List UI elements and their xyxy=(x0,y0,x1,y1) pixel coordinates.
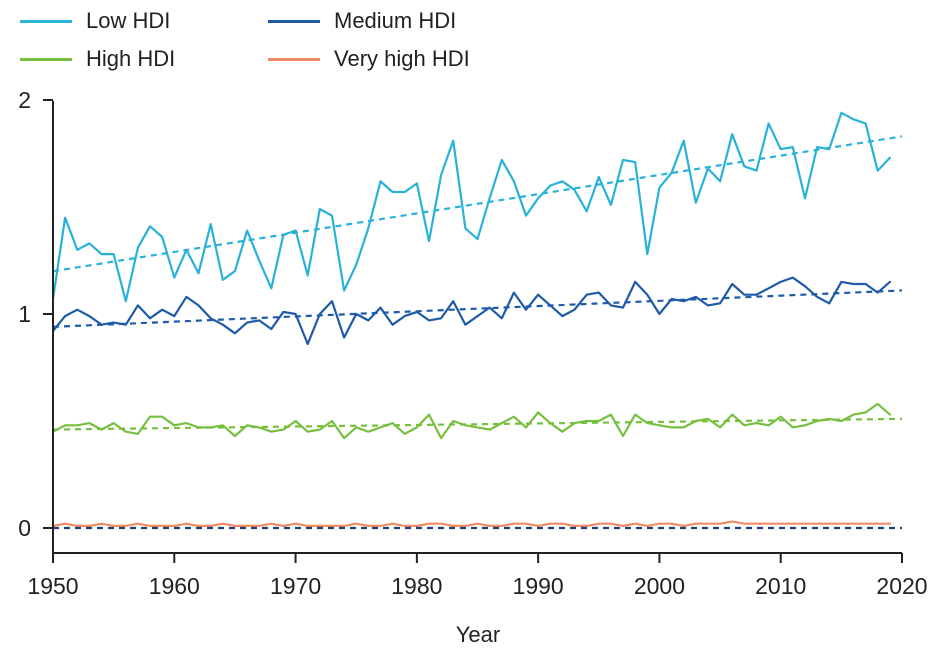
x-tick-label-2020: 2020 xyxy=(876,573,927,599)
series-line-medium-hdi xyxy=(51,276,892,346)
trend-line-low-hdi xyxy=(52,135,903,273)
plot-area xyxy=(51,111,903,530)
series-line-high-hdi xyxy=(51,402,892,440)
legend-swatch-very-high-hdi xyxy=(268,57,320,61)
legend-item-high-hdi: High HDI xyxy=(20,46,175,72)
x-tick-label-1960: 1960 xyxy=(149,573,200,599)
x-tick-label-1980: 1980 xyxy=(391,573,442,599)
legend-swatch-medium-hdi xyxy=(268,19,320,23)
series-line-very-high-hdi xyxy=(51,520,892,528)
legend-item-medium-hdi: Medium HDI xyxy=(268,8,456,34)
trend-line-high-hdi xyxy=(52,417,903,431)
trend-line-medium-hdi xyxy=(52,289,903,328)
y-tick-label-0: 0 xyxy=(18,515,31,541)
y-tick-label-2: 2 xyxy=(18,87,31,113)
legend-label-low-hdi: Low HDI xyxy=(86,8,171,33)
legend-label-high-hdi: High HDI xyxy=(86,46,176,71)
axes: 0 1 2 1950 1960 1970 1980 1990 2000 2010 2020 xyxy=(18,87,927,599)
x-tick-label-2010: 2010 xyxy=(755,573,806,599)
legend-swatch-low-hdi xyxy=(20,19,72,23)
legend-item-very-high-hdi: Very high HDI xyxy=(268,46,470,72)
x-tick-label-1970: 1970 xyxy=(270,573,321,599)
x-tick-label-2000: 2000 xyxy=(634,573,685,599)
legend: Low HDI Medium HDI High HDI Very high HD… xyxy=(0,0,938,80)
legend-swatch-high-hdi xyxy=(20,57,72,61)
legend-label-medium-hdi: Medium HDI xyxy=(334,8,457,33)
x-tick-label-1990: 1990 xyxy=(513,573,564,599)
y-tick-label-1: 1 xyxy=(18,301,31,327)
x-tick-label-1950: 1950 xyxy=(27,573,78,599)
x-axis-title: Year xyxy=(456,622,500,647)
legend-item-low-hdi: Low HDI xyxy=(20,8,170,34)
series-line-low-hdi xyxy=(51,111,892,303)
legend-label-very-high-hdi: Very high HDI xyxy=(334,46,470,71)
